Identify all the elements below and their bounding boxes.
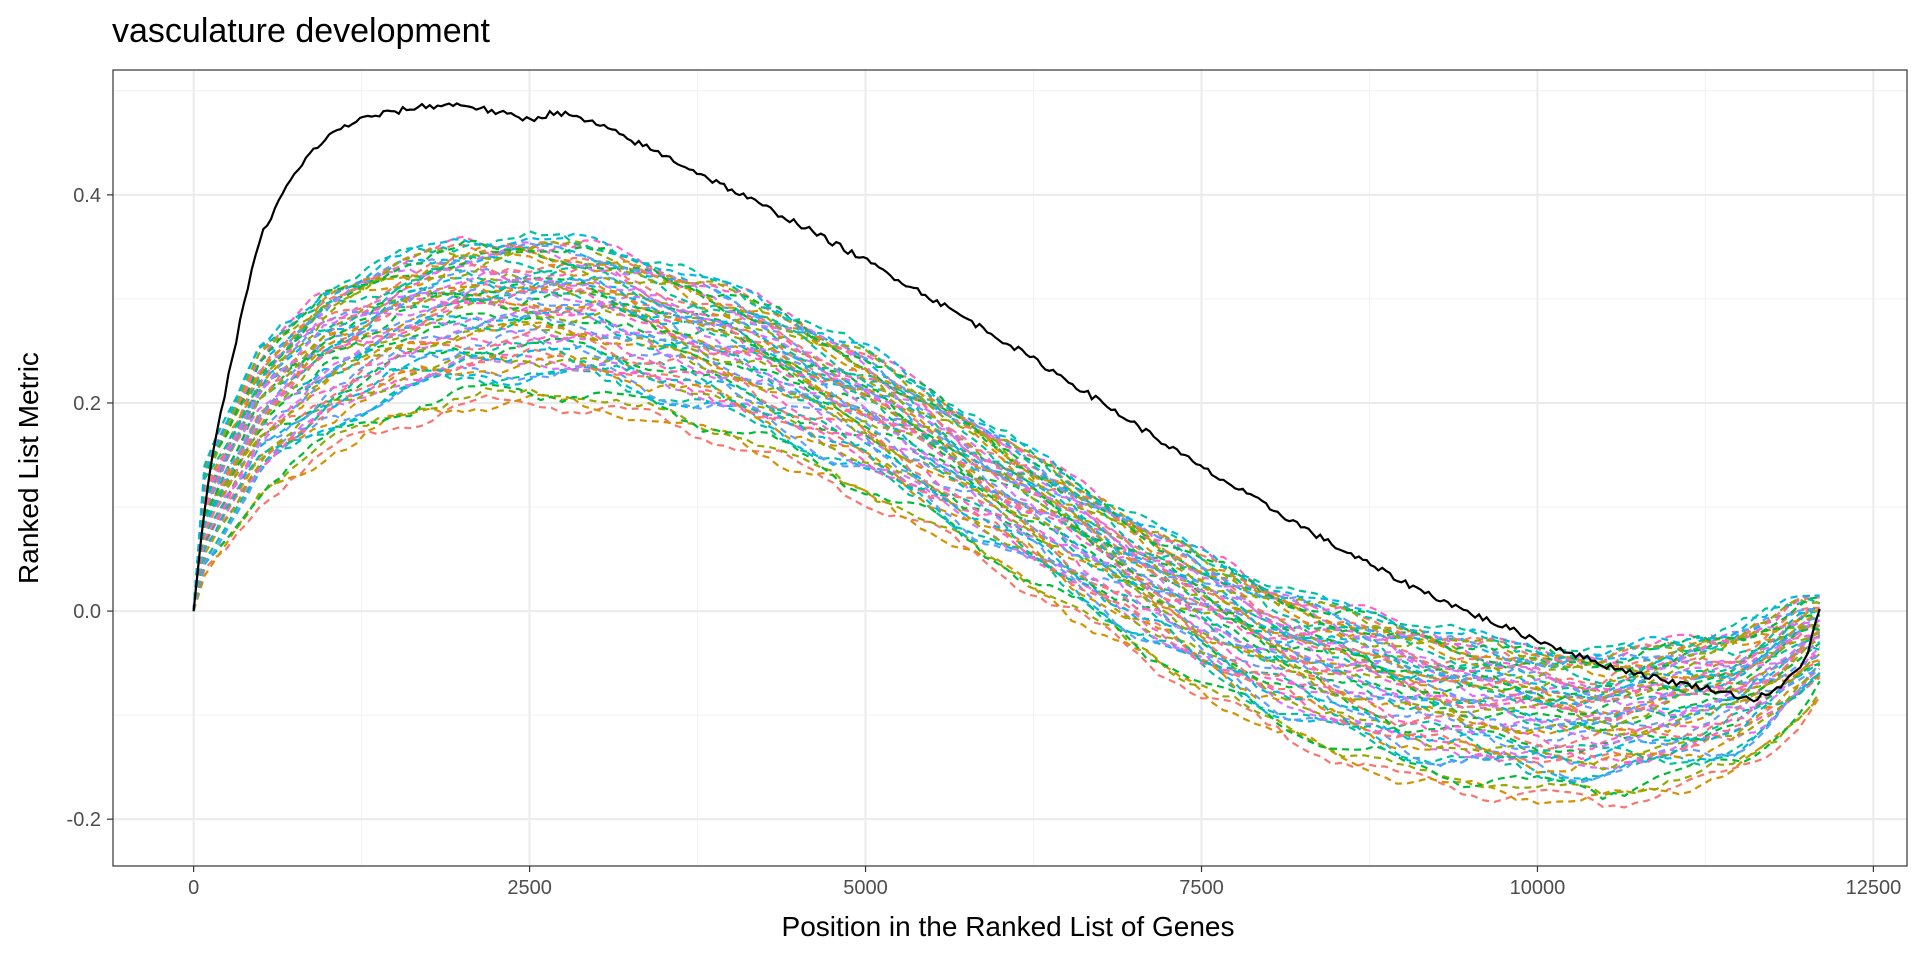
permutation-line xyxy=(192,352,1821,771)
x-tick-label: 12500 xyxy=(1846,877,1902,899)
permutation-line xyxy=(192,256,1820,686)
permutation-line xyxy=(192,281,1820,704)
permutation-line xyxy=(192,387,1821,797)
permutation-line xyxy=(192,312,1821,732)
permutation-line xyxy=(192,232,1820,660)
panel-border xyxy=(112,69,1908,867)
permutation-line xyxy=(192,351,1820,774)
permutation-line xyxy=(192,275,1820,701)
y-tick-label: 0.2 xyxy=(73,393,101,415)
y-tick-label: 0.4 xyxy=(73,185,101,207)
y-axis-ticks: -0.2 0.0 0.2 0.4 xyxy=(67,185,113,831)
x-tick-label: 7500 xyxy=(1179,877,1224,899)
permutation-line xyxy=(192,270,1821,692)
permutation-line xyxy=(192,347,1821,765)
permutation-line xyxy=(192,235,1820,669)
permutation-line xyxy=(192,272,1821,698)
permutation-line xyxy=(192,383,1821,801)
permutation-line xyxy=(192,393,1821,805)
y-tick-label: 0.0 xyxy=(73,601,101,623)
permutation-line xyxy=(192,263,1821,694)
permutation-line xyxy=(192,281,1820,704)
permutation-line xyxy=(192,249,1820,673)
x-tick-label: 5000 xyxy=(843,877,888,899)
permutation-line xyxy=(192,292,1821,723)
observed-running-score-line xyxy=(192,102,1821,703)
permutation-line xyxy=(192,321,1821,736)
permutation-line xyxy=(192,294,1821,717)
x-tick-label: 0 xyxy=(188,877,199,899)
permutation-line xyxy=(192,242,1820,669)
permutation-line xyxy=(192,247,1820,680)
y-axis-title: Ranked List Metric xyxy=(13,352,44,584)
permutation-line xyxy=(192,306,1821,726)
x-axis-title: Position in the Ranked List of Genes xyxy=(782,911,1235,942)
permutation-line xyxy=(192,353,1821,765)
permutation-line xyxy=(192,320,1821,737)
x-tick-label: 2500 xyxy=(507,877,552,899)
x-tick-label: 10000 xyxy=(1510,877,1566,899)
permutation-line xyxy=(192,241,1820,671)
permutation-line xyxy=(192,330,1821,751)
permutation-line xyxy=(192,394,1821,809)
permutation-line xyxy=(192,305,1820,724)
permutation-line xyxy=(192,312,1821,730)
permutation-lines xyxy=(192,230,1821,809)
permutation-line xyxy=(192,327,1820,751)
grid-major xyxy=(113,70,1907,866)
permutation-line xyxy=(192,267,1821,698)
permutation-line xyxy=(192,278,1821,708)
x-axis-ticks: 0 2500 5000 7500 10000 12500 xyxy=(188,866,1901,899)
permutation-line xyxy=(192,343,1821,764)
permutation-line xyxy=(192,340,1821,760)
permutation-line xyxy=(192,263,1820,694)
chart-title: vasculature development xyxy=(112,12,491,50)
y-tick-label: -0.2 xyxy=(67,809,101,831)
permutation-line xyxy=(192,239,1820,669)
